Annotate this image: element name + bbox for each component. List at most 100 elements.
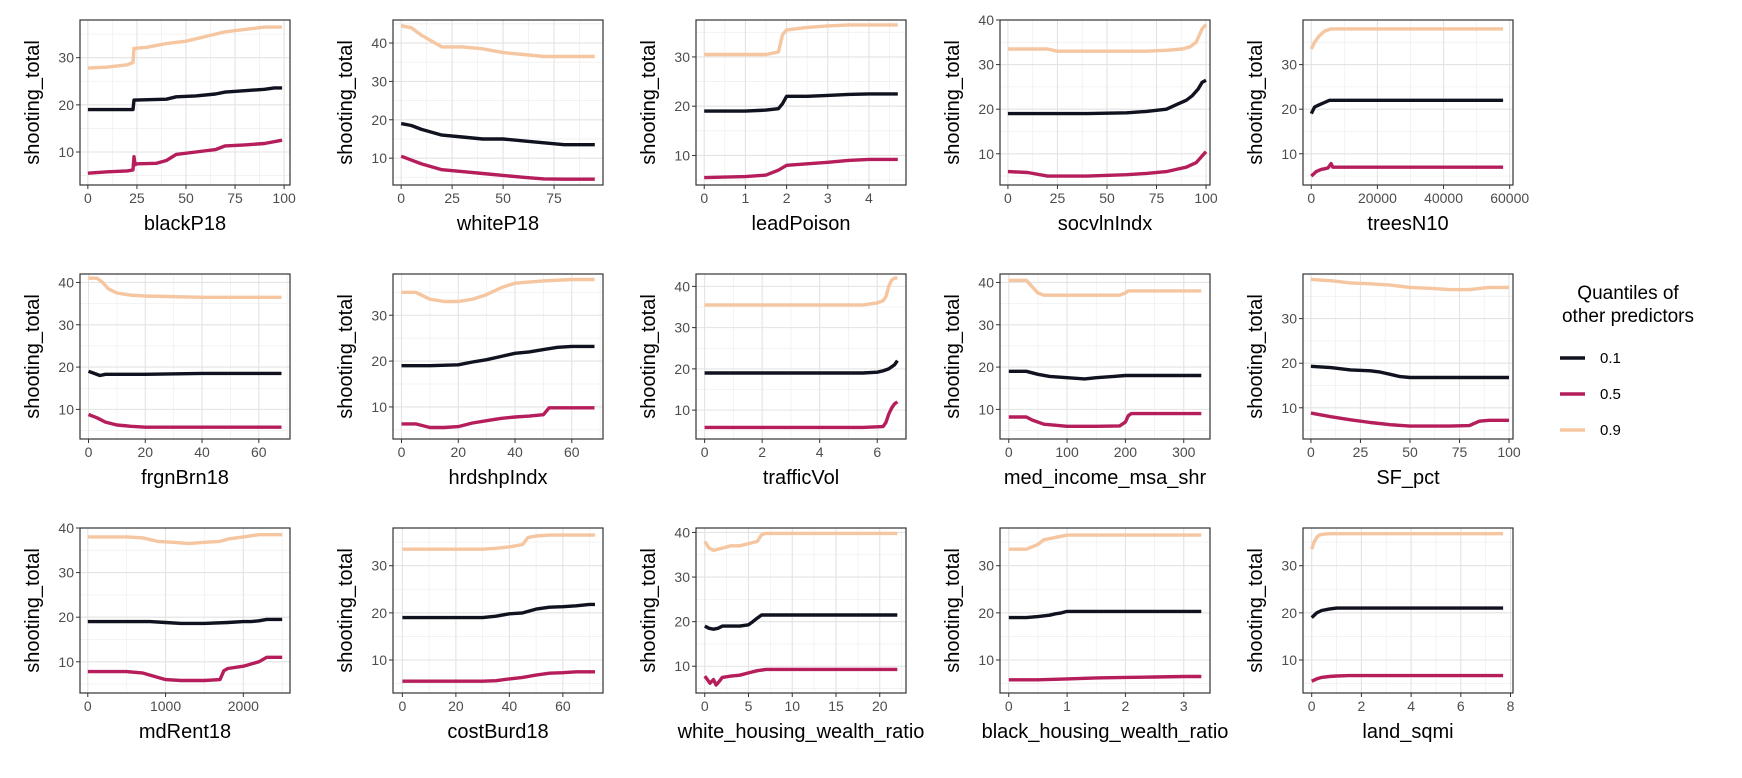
plot-background: [1303, 528, 1513, 693]
series-line-0.1: [1310, 606, 1504, 619]
y-tick-label: 30: [371, 73, 387, 89]
x-tick-label: 0: [700, 190, 708, 206]
y-tick-label: 30: [58, 565, 74, 581]
y-axis-title: shooting_total: [1245, 40, 1267, 165]
x-tick-label: 60: [555, 698, 571, 714]
y-tick-label: 40: [58, 274, 74, 290]
x-tick-label: 2000: [228, 698, 259, 714]
series-line-0.9: [400, 24, 595, 59]
x-tick-label: 40: [194, 444, 210, 460]
series-line-0.9: [1310, 532, 1504, 550]
y-tick-label: 40: [978, 12, 994, 28]
y-axis-title: shooting_total: [942, 40, 964, 165]
legend-label: 0.1: [1600, 350, 1621, 367]
y-axis-title: shooting_total: [942, 548, 964, 673]
panel-border: [1302, 273, 1514, 440]
x-axis-title: land_sqmi: [1362, 721, 1453, 743]
x-tick-label: 100: [1497, 444, 1521, 460]
x-axis-title: trafficVol: [763, 467, 839, 489]
y-tick-label: 40: [371, 35, 387, 51]
x-tick-label: 40: [507, 444, 523, 460]
y-tick-label: 20: [58, 359, 74, 375]
x-axis-title: whiteP18: [456, 213, 539, 235]
y-tick-label: 10: [58, 144, 74, 160]
panel-hrdshpIndx: 0 20 40 60 10 20 30 hrdshpIndx shooting_total: [335, 273, 604, 489]
plot-background: [696, 20, 906, 185]
y-tick-label: 10: [978, 652, 994, 668]
series-line-0.9: [1008, 533, 1202, 551]
x-tick-label: 40000: [1424, 190, 1463, 206]
x-tick-label: 1000: [150, 698, 181, 714]
series-line-0.9: [703, 531, 898, 552]
x-tick-label: 0: [398, 444, 406, 460]
x-tick-label: 0: [1308, 698, 1316, 714]
panel-med_income_msa_shr: 0 100 200 300 10 20 30 40 med_income_msa_shr shoo…: [942, 273, 1211, 489]
x-axis-title: hrdshpIndx: [449, 467, 548, 489]
x-tick-label: 0: [1005, 698, 1013, 714]
y-axis-title: shooting_total: [22, 548, 44, 673]
y-tick-label: 20: [674, 614, 690, 630]
y-tick-label: 10: [978, 401, 994, 417]
y-axis-title: shooting_total: [335, 294, 357, 419]
series-line-0.9: [704, 276, 898, 307]
x-tick-label: 1: [742, 190, 750, 206]
x-tick-label: 50: [1402, 444, 1418, 460]
x-axis-title: SF_pct: [1376, 467, 1440, 489]
x-tick-label: 0: [84, 698, 92, 714]
y-tick-label: 30: [674, 569, 690, 585]
x-tick-label: 2: [783, 190, 791, 206]
panel-white_housing_wealth_ratio: 0 5 10 15 20 10 20 30 40 white_housing_wealth_rat…: [638, 524, 924, 743]
series-line-0.5: [87, 655, 283, 683]
y-tick-label: 20: [371, 605, 387, 621]
series-line-0.5: [401, 406, 595, 430]
x-axis-title: med_income_msa_shr: [1004, 467, 1207, 489]
panel-border: [1302, 19, 1514, 186]
y-tick-label: 20: [1281, 605, 1297, 621]
x-tick-label: 0: [1307, 444, 1315, 460]
x-tick-label: 40: [502, 698, 518, 714]
x-tick-label: 75: [227, 190, 243, 206]
plot-background: [696, 528, 906, 693]
panel-land_sqmi: 0 2 4 6 8 10 20 30 land_sqmi shooting_total: [1245, 527, 1515, 743]
x-tick-label: 75: [1452, 444, 1468, 460]
x-tick-label: 15: [828, 698, 844, 714]
y-tick-label: 40: [58, 520, 74, 536]
x-tick-label: 2: [1358, 698, 1366, 714]
panel-border: [695, 273, 907, 440]
series-line-0.9: [88, 276, 282, 299]
plot-background: [393, 20, 603, 185]
series-line-0.5: [704, 157, 898, 180]
plot-background: [696, 274, 906, 439]
x-tick-label: 4: [865, 190, 873, 206]
panel-socvlnIndx: 0 25 50 75 100 10 20 30 40 socvlnIndx shooting_tot…: [942, 12, 1218, 235]
panel-trafficVol: 0 2 4 6 10 20 30 40 trafficVol shooting_total: [638, 273, 907, 489]
y-axis-title: shooting_total: [638, 294, 660, 419]
series-line-0.1: [704, 613, 898, 631]
x-tick-label: 75: [546, 190, 562, 206]
x-axis-title: leadPoison: [752, 213, 851, 235]
x-tick-label: 3: [824, 190, 832, 206]
y-tick-label: 10: [58, 654, 74, 670]
panel-border: [392, 19, 604, 186]
y-tick-label: 40: [978, 274, 994, 290]
legend-title-line-2: other predictors: [1562, 306, 1694, 327]
series-line-0.5: [1310, 673, 1504, 683]
series-line-0.1: [1008, 609, 1202, 620]
x-tick-label: 60: [251, 444, 267, 460]
series-line-0.1: [704, 359, 899, 375]
y-tick-label: 20: [674, 98, 690, 114]
x-tick-label: 10: [784, 698, 800, 714]
plot-background: [80, 274, 290, 439]
y-tick-label: 20: [1281, 101, 1297, 117]
series-line-0.1: [87, 369, 282, 378]
plot-background: [1303, 20, 1513, 185]
y-tick-label: 10: [1281, 400, 1297, 416]
plot-background: [1303, 274, 1513, 439]
panel-SF_pct: 0 25 50 75 100 10 20 30 SF_pct shooting_total: [1245, 273, 1521, 489]
x-tick-label: 20: [450, 444, 466, 460]
y-tick-label: 20: [371, 112, 387, 128]
x-tick-label: 0: [85, 444, 93, 460]
series-line-0.9: [87, 533, 283, 546]
x-tick-label: 2: [1122, 698, 1130, 714]
